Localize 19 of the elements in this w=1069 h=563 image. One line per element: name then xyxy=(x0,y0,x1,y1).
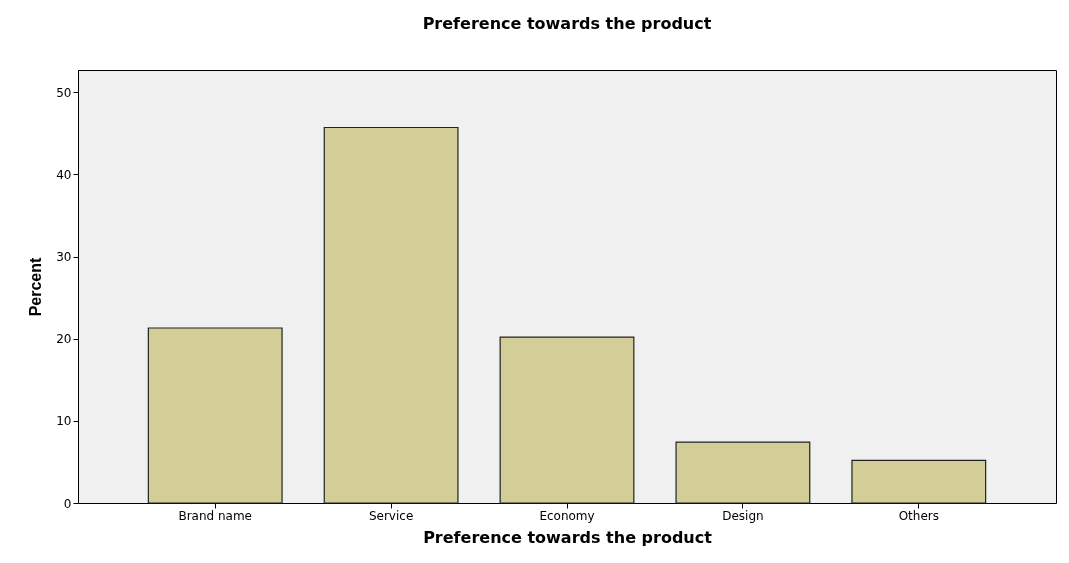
x-axis-title: Preference towards the product xyxy=(423,527,713,547)
y-tick-label: 50 xyxy=(56,85,72,100)
bar xyxy=(851,459,987,504)
x-tick-label: Design xyxy=(722,508,764,523)
bar xyxy=(147,327,283,504)
x-tick-label: Economy xyxy=(539,508,595,523)
bar xyxy=(499,336,635,504)
y-tick-label: 30 xyxy=(56,250,72,265)
x-tick-label: Others xyxy=(898,508,939,523)
x-tick-label: Brand name xyxy=(178,508,252,523)
bar xyxy=(675,441,811,504)
y-tick-label: 20 xyxy=(56,332,72,347)
y-tick-label: 40 xyxy=(56,167,72,182)
y-axis-title: Percent xyxy=(27,256,45,317)
bar xyxy=(323,126,459,504)
x-tick-label: Service xyxy=(368,508,414,523)
y-tick-label: 0 xyxy=(63,496,72,511)
y-tick-label: 10 xyxy=(56,414,72,429)
chart-title: Preference towards the product xyxy=(422,14,712,33)
